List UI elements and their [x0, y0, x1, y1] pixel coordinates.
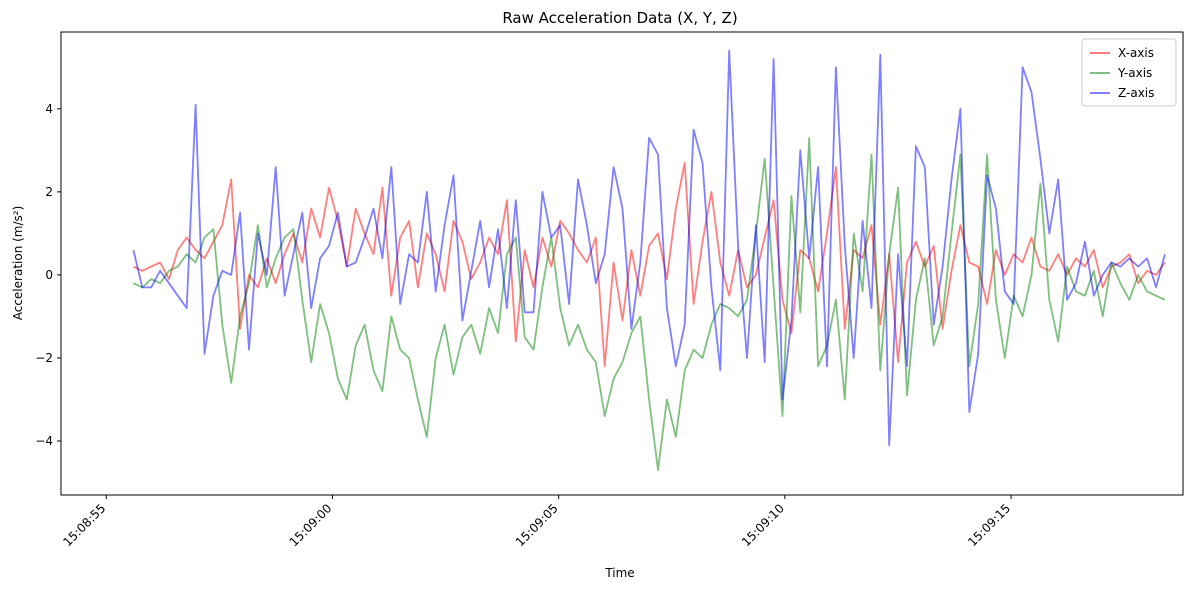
y-tick-label: 2	[45, 185, 53, 199]
y-tick-label: −2	[35, 351, 53, 365]
legend-label-x-axis: X-axis	[1118, 46, 1154, 60]
x-axis-ticks: 15:08:55 15:09:00 15:09:05 15:09:10 15:09:15	[60, 495, 1013, 549]
legend-label-z-axis: Z-axis	[1118, 86, 1154, 100]
legend-label-y-axis: Y-axis	[1117, 66, 1152, 80]
x-tick-label: 15:09:15	[965, 501, 1013, 549]
y-tick-label: 4	[45, 102, 53, 116]
legend-box	[1081, 38, 1177, 107]
series-line-x-axis	[133, 161, 1166, 368]
y-axis-ticks: −4 −2 0 2 4	[35, 102, 61, 448]
x-tick-label: 15:08:55	[60, 501, 108, 549]
chart-title: Raw Acceleration Data (X, Y, Z)	[502, 9, 737, 27]
plot-lines	[132, 49, 1166, 472]
y-axis-label: Acceleration (m/s²)	[11, 206, 25, 321]
y-tick-label: −4	[35, 434, 53, 448]
plot-frame	[60, 31, 1184, 496]
series-line-z-axis	[132, 49, 1166, 447]
x-tick-label: 15:09:00	[287, 501, 335, 549]
legend: X-axis Y-axis Z-axis	[1081, 38, 1177, 107]
x-tick-label: 15:09:10	[739, 501, 787, 549]
y-tick-label: 0	[45, 268, 53, 282]
x-axis-label: Time	[604, 566, 634, 580]
series-line-y-axis	[133, 136, 1166, 472]
x-tick-label: 15:09:05	[513, 501, 561, 549]
